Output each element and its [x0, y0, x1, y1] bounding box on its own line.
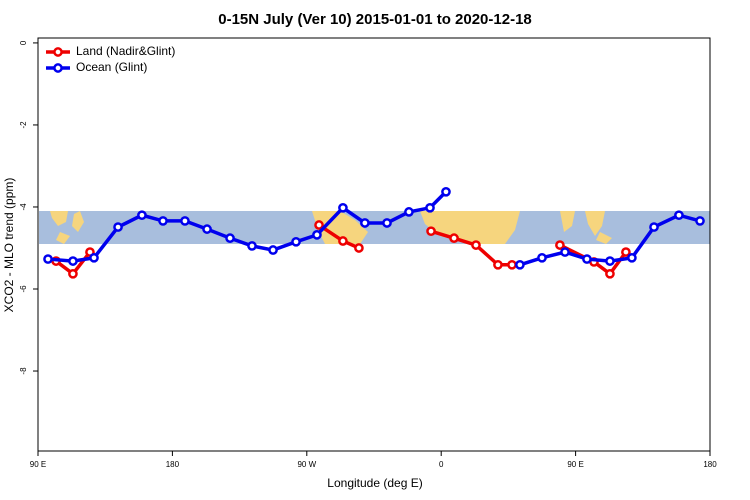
point [137, 210, 147, 221]
point [621, 247, 631, 257]
point [555, 240, 565, 250]
point [158, 216, 168, 226]
point [360, 218, 370, 228]
x-tick-label: 180 [166, 460, 180, 469]
x-tick-label: 90 E [30, 460, 46, 469]
point [674, 210, 684, 221]
y-axis-label: XCO2 - MLO trend (ppm) [2, 178, 16, 313]
point [68, 268, 78, 279]
legend-marker [53, 47, 63, 57]
y-tick-label: -8 [19, 367, 28, 375]
chart-title: 0-15N July (Ver 10) 2015-01-01 to 2020-1… [218, 11, 532, 28]
y-tick-label: 0 [19, 40, 28, 45]
y-tick-label: -2 [19, 121, 28, 129]
point [441, 186, 451, 197]
point [582, 254, 592, 264]
point [404, 207, 414, 217]
legend-marker [53, 63, 63, 73]
point [314, 220, 324, 230]
point [515, 259, 525, 270]
point [202, 224, 212, 234]
point [180, 216, 190, 226]
point [68, 256, 78, 266]
point [291, 236, 301, 247]
legend-label: Ocean (Glint) [76, 60, 147, 74]
point [338, 202, 348, 213]
point [354, 243, 364, 253]
point [471, 240, 481, 250]
point [247, 241, 257, 251]
point [605, 268, 615, 279]
point [382, 218, 392, 228]
point [338, 236, 348, 246]
plot-frame [37, 37, 711, 452]
point [312, 230, 322, 240]
point [113, 222, 123, 232]
point [627, 252, 637, 263]
point [507, 259, 517, 270]
y-tick-label: -4 [19, 203, 28, 211]
x-axis-label: Longitude (deg E) [327, 476, 422, 490]
point [225, 233, 235, 243]
y-tick-label: -6 [19, 285, 28, 293]
point [89, 252, 99, 263]
point [695, 216, 705, 226]
point [649, 222, 659, 232]
point [537, 252, 547, 263]
x-tick-label: 180 [703, 460, 717, 469]
x-tick-label: 90 W [297, 460, 316, 469]
point [268, 245, 278, 255]
map-band [39, 211, 710, 244]
point [426, 226, 436, 237]
point [449, 233, 459, 243]
point [43, 254, 53, 264]
legend-label: Land (Nadir&Glint) [76, 44, 175, 58]
point [560, 247, 570, 257]
point [605, 256, 615, 266]
x-tick-label: 90 E [567, 460, 583, 469]
x-tick-label: 0 [439, 460, 444, 469]
point [425, 202, 435, 213]
point [493, 259, 503, 270]
